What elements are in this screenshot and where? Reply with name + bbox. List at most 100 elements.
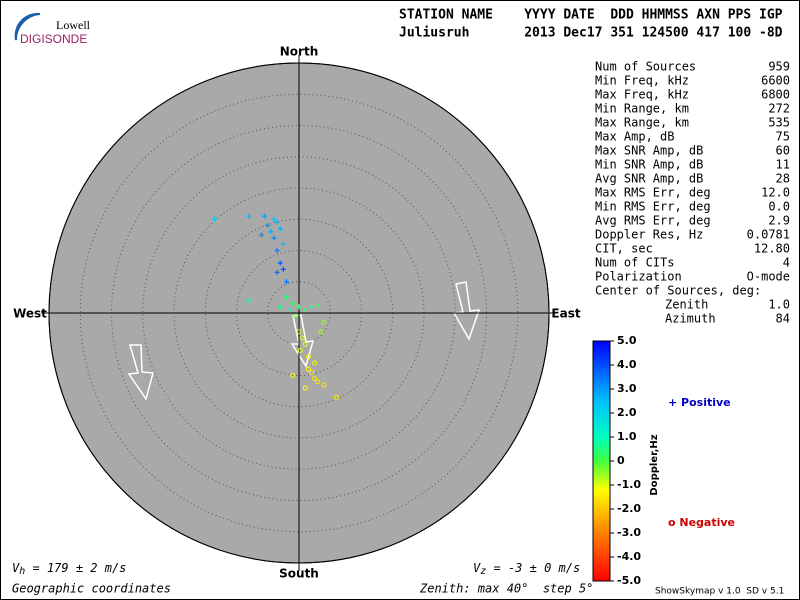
source-positive <box>265 223 271 228</box>
vh-rest: = 179 ± 2 m/s <box>25 561 126 575</box>
source-negative <box>309 369 314 375</box>
source-positive <box>246 213 252 219</box>
vh-v: V <box>12 561 20 575</box>
vz-text: Vz = -3 ± 0 m/s <box>473 561 580 578</box>
header-columns: STATION NAME YYYY DATE DDD HHMMSS AXN PP… <box>399 8 783 23</box>
zenith-text: Zenith: max 40° step 5° <box>419 582 593 596</box>
west-label: West <box>13 307 47 321</box>
stat-value: 4 <box>783 256 790 270</box>
source-positive <box>262 213 268 219</box>
source-positive <box>309 304 314 310</box>
source-positive <box>284 279 289 285</box>
source-positive <box>277 260 283 266</box>
source-positive <box>259 232 264 238</box>
stat-value: 75 <box>776 130 790 144</box>
source-positive <box>280 266 286 272</box>
stat-label: Max SNR Amp, dB <box>595 144 703 158</box>
colorbar <box>592 340 611 582</box>
source-negative <box>315 379 321 385</box>
center-label: Center of Sources, deg: <box>595 284 761 298</box>
north-label: North <box>280 45 318 59</box>
stat-label: Polarization <box>595 270 682 284</box>
stat-value: 6800 <box>761 88 790 102</box>
vh-text: Vh = 179 ± 2 m/s <box>12 561 126 578</box>
legend-negative: o Negative <box>668 516 735 529</box>
source-positive <box>280 241 286 247</box>
zenith-value: 1.0 <box>768 298 790 312</box>
colorbar-tick-label: 3.0 <box>617 382 637 395</box>
source-positive <box>315 303 321 308</box>
east-label: East <box>551 307 580 321</box>
stat-value: 272 <box>768 102 790 116</box>
stat-label: Max Range, km <box>595 116 689 130</box>
source-positive <box>274 219 280 225</box>
logo-top: Lowell <box>56 18 91 32</box>
source-negative <box>305 366 311 372</box>
stat-label: Min SNR Amp, dB <box>595 158 703 172</box>
source-positive <box>277 304 283 310</box>
stat-label: Num of Sources <box>595 60 696 74</box>
source-positive <box>290 301 296 307</box>
source-negative <box>293 313 299 319</box>
colorbar-tick-label: -3.0 <box>617 526 641 539</box>
logo: Lowell DIGISONDE <box>14 12 91 46</box>
stat-value: O-mode <box>747 270 790 284</box>
source-positive <box>287 307 293 313</box>
stat-label: Min Freq, kHz <box>595 74 689 88</box>
colorbar-tick-label: 4.0 <box>617 358 637 371</box>
stat-label: Min RMS Err, deg <box>595 200 711 214</box>
velocity-arrows <box>127 281 481 401</box>
stat-label: Avg SNR Amp, dB <box>595 172 703 186</box>
stat-label: Min Range, km <box>595 102 689 116</box>
source-positive <box>268 229 274 235</box>
source-positive <box>246 298 252 303</box>
colorbar-tick-label: -2.0 <box>617 502 641 515</box>
stat-value: 0.0 <box>768 200 790 214</box>
source-negative <box>312 376 318 382</box>
vz-v: V <box>473 561 481 575</box>
stat-value: 12.0 <box>761 186 790 200</box>
source-negative <box>321 319 327 325</box>
colorbar-tick-label: 1.0 <box>617 430 637 443</box>
stat-label: Num of CITs <box>595 256 674 270</box>
source-negative <box>318 329 324 335</box>
source-positive <box>271 235 277 241</box>
version-text: ShowSkymap v 1.0 SD v 5.1 <box>655 587 784 597</box>
stat-label: Max Freq, kHz <box>595 88 689 102</box>
stat-value: 28 <box>776 172 790 186</box>
logo-bottom: DIGISONDE <box>20 32 87 46</box>
vz-sub: z <box>480 566 486 577</box>
source-negative <box>299 335 305 341</box>
colorbar-tick-label: -4.0 <box>617 550 641 563</box>
source-negative <box>302 341 308 347</box>
source-positive <box>271 216 277 222</box>
azimuth-value: 84 <box>776 312 790 326</box>
source-negative <box>321 382 327 388</box>
source-negative <box>305 354 311 360</box>
source-negative <box>302 385 308 391</box>
source-negative <box>297 348 303 353</box>
stat-value: 12.80 <box>754 242 790 256</box>
source-negative <box>290 373 296 378</box>
colorbar-label: Doppler,Hz <box>649 434 660 495</box>
stat-value: 60 <box>776 144 790 158</box>
colorbar-tick-label: -1.0 <box>617 478 641 491</box>
source-negative <box>312 360 318 366</box>
source-positive <box>284 294 289 300</box>
source-positive <box>277 226 283 232</box>
source-positive <box>212 216 218 222</box>
source-negative <box>296 329 302 335</box>
colorbar-tick-label: 5.0 <box>617 334 637 347</box>
coords-text: Geographic coordinates <box>12 582 171 596</box>
stat-value: 11 <box>776 158 790 172</box>
zenith-label: Zenith <box>665 298 708 312</box>
colorbar-tick-label: 0 <box>617 454 625 467</box>
vz-rest: = -3 ± 0 m/s <box>486 561 580 575</box>
source-negative <box>334 394 339 400</box>
source-positive <box>302 307 308 313</box>
vh-sub: h <box>19 566 25 577</box>
header-values: Juliusruh 2013 Dec17 351 124500 417 100 … <box>399 26 783 41</box>
south-label: South <box>279 567 319 581</box>
stat-value: 2.9 <box>768 214 790 228</box>
colorbar-tick-label: -5.0 <box>617 574 641 587</box>
